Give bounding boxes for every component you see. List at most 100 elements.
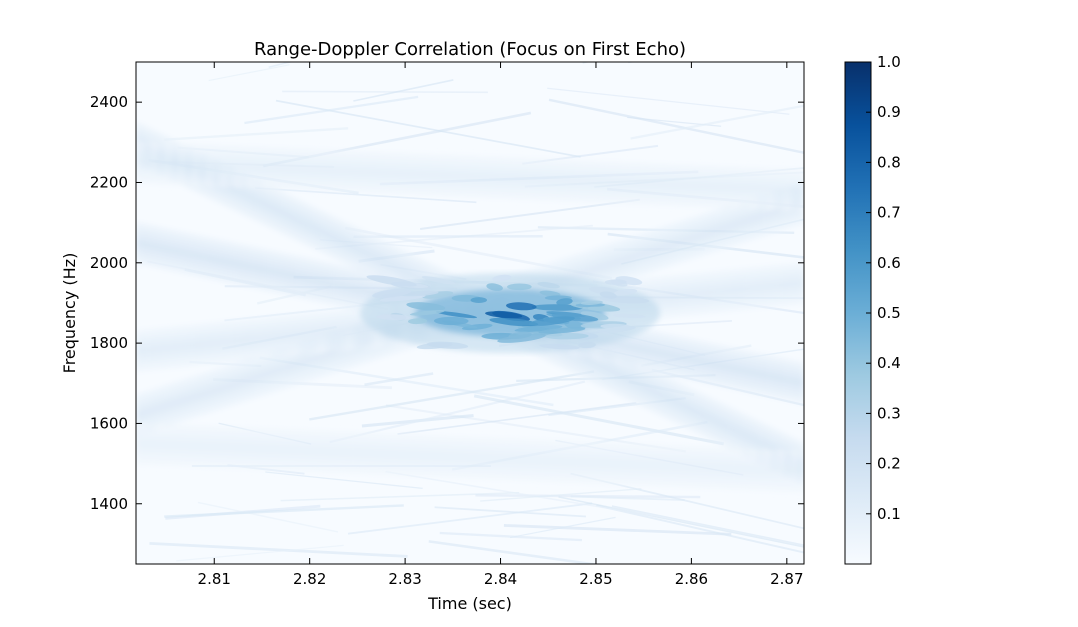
texture-streak <box>570 495 685 501</box>
x-tick-label: 2.83 <box>388 570 421 588</box>
colorbar-tick-label: 0.7 <box>877 204 901 222</box>
peak-blob <box>587 306 611 312</box>
peak-blob <box>379 294 426 302</box>
texture-streak <box>385 470 653 517</box>
texture-streak <box>473 394 724 446</box>
colorbar-tick-label: 0.1 <box>877 505 901 523</box>
texture-streak <box>397 401 637 435</box>
peak-blob <box>366 275 417 287</box>
texture-streak <box>265 471 423 490</box>
colorbar-tick-label: 0.9 <box>877 103 901 121</box>
ridge-band <box>136 160 804 193</box>
ridge-band <box>136 148 804 181</box>
texture-streak <box>280 491 520 502</box>
x-tick-label: 2.87 <box>770 570 803 588</box>
texture-streak <box>149 541 408 558</box>
texture-streak <box>164 127 349 141</box>
peak-blob <box>407 318 428 325</box>
peak-blob <box>461 323 493 331</box>
texture-streak <box>309 370 595 421</box>
texture-streak <box>439 531 583 542</box>
peak-blob <box>409 310 445 316</box>
peak-blob <box>539 343 580 350</box>
ridge-band <box>136 429 804 462</box>
texture-streak <box>547 87 790 115</box>
ridge-band <box>136 435 804 468</box>
y-tick-label: 2200 <box>90 173 128 191</box>
texture-streak <box>224 301 391 322</box>
peak-blob <box>416 342 453 350</box>
texture-streak <box>480 488 642 502</box>
peak-blob <box>492 274 512 282</box>
colorbar-tick-label: 0.2 <box>877 455 901 473</box>
peak-blob <box>531 304 584 311</box>
ridge-band <box>136 142 804 175</box>
peak-blob <box>421 276 456 285</box>
texture-streak <box>329 380 586 444</box>
y-tick-label: 2400 <box>90 93 128 111</box>
peak-blob <box>406 302 446 311</box>
peak-blob <box>486 283 503 291</box>
peak-blob <box>597 326 636 334</box>
texture-streak <box>630 104 804 140</box>
peak-blob <box>376 314 411 321</box>
peak-blob <box>506 302 537 311</box>
y-tick-label: 1600 <box>90 414 128 432</box>
colorbar-tick-label: 0.5 <box>877 304 901 322</box>
peak-blob <box>537 281 560 289</box>
texture-streak <box>385 404 687 453</box>
peak-blob <box>556 298 573 306</box>
peak-blob <box>545 332 589 340</box>
y-tick-label: 2000 <box>90 254 128 272</box>
texture-streak <box>244 95 419 125</box>
texture-streak <box>509 516 616 539</box>
peak-blob <box>612 313 646 319</box>
y-tick-label: 1400 <box>90 495 128 513</box>
texture-streak <box>434 506 587 518</box>
texture-streak <box>364 372 434 386</box>
peak-cluster <box>360 273 661 353</box>
colorbar-tick-label: 0.4 <box>877 354 901 372</box>
colorbar-tick-label: 0.3 <box>877 404 901 422</box>
texture-streak <box>503 524 732 536</box>
peak-blob <box>435 311 477 319</box>
peak-blob <box>497 333 546 343</box>
texture-streak <box>164 504 404 518</box>
texture-streak <box>428 540 601 564</box>
peak-blob <box>580 300 603 305</box>
peak-blob <box>551 313 599 322</box>
texture-streak <box>596 504 804 554</box>
texture-streak <box>558 496 804 548</box>
x-tick-label: 2.81 <box>198 570 231 588</box>
colorbar: 0.1 0.2 0.3 0.4 0.5 0.6 0.7 0.8 0.9 1.0 <box>844 53 901 565</box>
peak-blob <box>372 288 412 299</box>
colorbar-tick-label: 0.6 <box>877 254 901 272</box>
peak-blob <box>507 283 532 291</box>
ridge-band <box>136 423 804 456</box>
peak-blob <box>578 341 596 349</box>
texture-streak <box>218 422 312 445</box>
peak-blob <box>539 290 561 297</box>
y-tick-label: 1800 <box>90 334 128 352</box>
plot-area <box>135 61 805 565</box>
texture-streak <box>570 472 804 530</box>
colorbar-tick-label: 1.0 <box>877 53 901 71</box>
peak-blob <box>489 317 539 327</box>
peak-blob <box>604 279 627 285</box>
ridge-band <box>136 453 804 486</box>
texture-streak <box>268 62 294 69</box>
peak-blob <box>580 311 609 321</box>
y-axis-label: Frequency (Hz) <box>60 253 79 374</box>
x-tick-label: 2.86 <box>675 570 708 588</box>
ridge-band <box>136 447 804 480</box>
texture-streak <box>197 501 339 533</box>
chart-title: Range-Doppler Correlation (Focus on Firs… <box>254 39 686 60</box>
y-axis: 1400 1600 1800 2000 2200 2400 <box>90 93 804 513</box>
peak-blob <box>485 311 523 319</box>
colorbar-ticks: 0.1 0.2 0.3 0.4 0.5 0.6 0.7 0.8 0.9 1.0 <box>866 53 901 523</box>
plot-frame <box>135 61 805 565</box>
texture-streak <box>255 187 477 204</box>
ridge-band <box>136 459 804 492</box>
ridge-band <box>136 178 804 211</box>
